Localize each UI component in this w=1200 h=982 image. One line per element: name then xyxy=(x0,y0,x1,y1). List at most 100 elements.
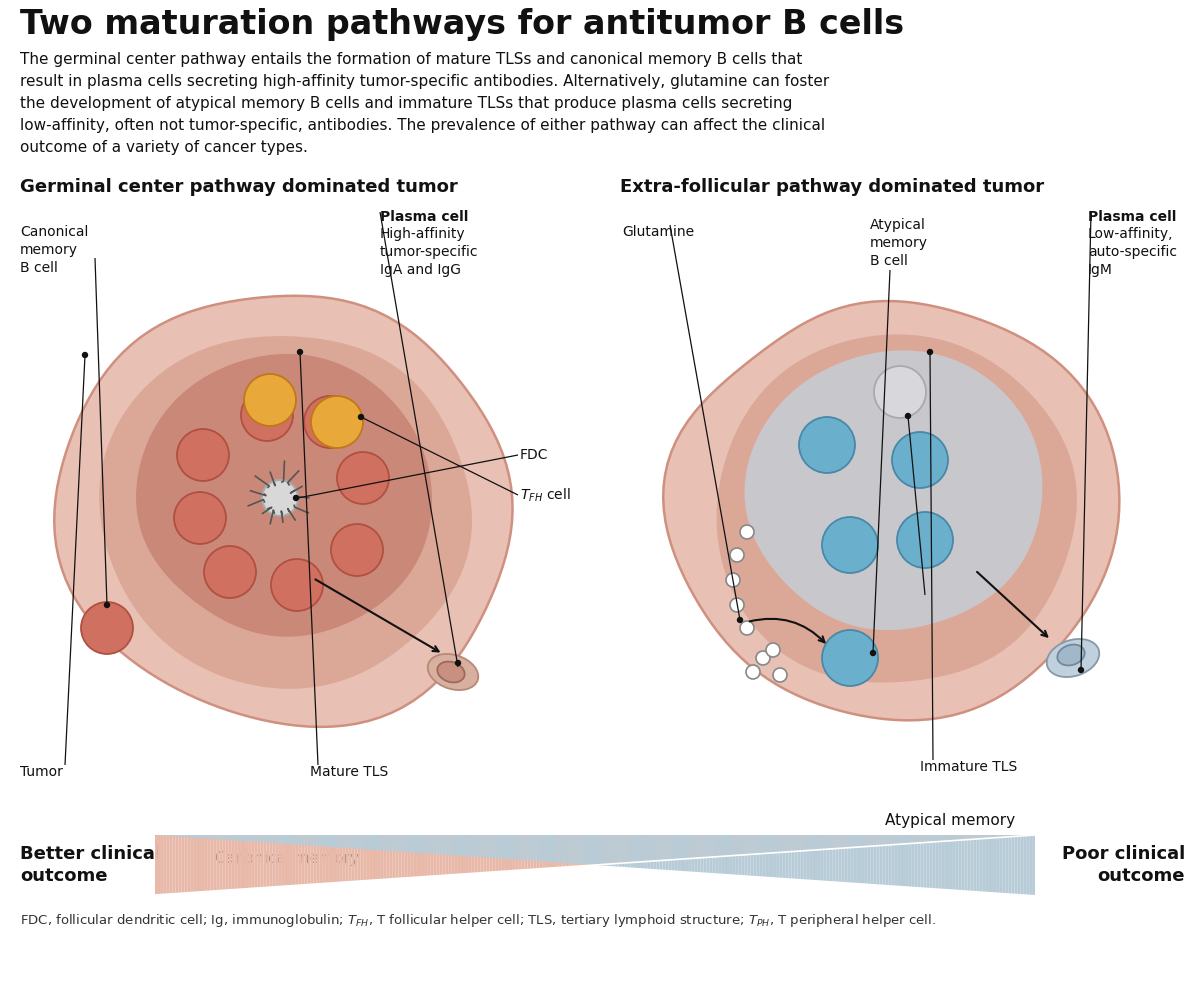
Polygon shape xyxy=(587,835,589,864)
Polygon shape xyxy=(466,835,469,874)
Circle shape xyxy=(822,517,878,573)
Text: Glutamine: Glutamine xyxy=(622,225,694,239)
Polygon shape xyxy=(214,835,217,891)
Polygon shape xyxy=(979,835,982,839)
Polygon shape xyxy=(1032,835,1034,895)
Polygon shape xyxy=(991,835,994,893)
Polygon shape xyxy=(390,835,392,879)
Polygon shape xyxy=(374,835,378,850)
Polygon shape xyxy=(827,835,829,849)
Polygon shape xyxy=(354,835,358,848)
Polygon shape xyxy=(232,835,234,841)
Polygon shape xyxy=(533,835,536,861)
Polygon shape xyxy=(782,835,786,852)
Circle shape xyxy=(262,480,298,516)
Polygon shape xyxy=(439,835,443,876)
Polygon shape xyxy=(780,835,782,878)
Text: The germinal center pathway entails the formation of mature TLSs and canonical m: The germinal center pathway entails the … xyxy=(20,52,803,67)
Polygon shape xyxy=(898,835,900,886)
Polygon shape xyxy=(613,835,616,864)
Polygon shape xyxy=(220,835,222,891)
Polygon shape xyxy=(750,835,754,876)
Polygon shape xyxy=(364,835,366,881)
Polygon shape xyxy=(565,835,569,867)
Polygon shape xyxy=(242,835,246,842)
Circle shape xyxy=(359,414,364,419)
Polygon shape xyxy=(1008,835,1012,837)
Circle shape xyxy=(298,350,302,355)
Polygon shape xyxy=(589,835,592,865)
Polygon shape xyxy=(407,835,410,878)
Polygon shape xyxy=(407,835,410,852)
Polygon shape xyxy=(569,835,571,863)
Polygon shape xyxy=(422,835,425,853)
Polygon shape xyxy=(266,835,269,888)
Polygon shape xyxy=(656,835,660,869)
Polygon shape xyxy=(703,835,707,873)
Polygon shape xyxy=(319,835,322,846)
Polygon shape xyxy=(809,835,812,880)
Polygon shape xyxy=(346,835,349,848)
Polygon shape xyxy=(396,835,398,851)
Polygon shape xyxy=(451,835,455,855)
Polygon shape xyxy=(581,835,583,864)
Polygon shape xyxy=(305,835,307,885)
Polygon shape xyxy=(803,835,806,850)
Polygon shape xyxy=(317,835,319,884)
Polygon shape xyxy=(222,835,226,891)
Polygon shape xyxy=(571,835,575,863)
Polygon shape xyxy=(709,835,713,857)
Polygon shape xyxy=(894,835,898,886)
Polygon shape xyxy=(136,354,432,636)
Text: Poor clinical
outcome: Poor clinical outcome xyxy=(1062,845,1186,885)
Polygon shape xyxy=(742,835,744,875)
Circle shape xyxy=(928,350,932,355)
Polygon shape xyxy=(715,835,718,857)
Polygon shape xyxy=(973,835,977,891)
Polygon shape xyxy=(343,835,346,848)
Polygon shape xyxy=(904,835,906,844)
Polygon shape xyxy=(559,835,563,863)
Polygon shape xyxy=(950,835,953,841)
Polygon shape xyxy=(695,835,697,858)
Polygon shape xyxy=(475,835,478,873)
Polygon shape xyxy=(636,835,640,868)
Polygon shape xyxy=(592,835,595,865)
Polygon shape xyxy=(701,835,703,858)
Polygon shape xyxy=(524,835,528,870)
Polygon shape xyxy=(762,835,766,877)
Polygon shape xyxy=(616,835,618,866)
Polygon shape xyxy=(337,835,340,847)
Polygon shape xyxy=(959,835,961,841)
Polygon shape xyxy=(906,835,908,844)
Polygon shape xyxy=(372,835,374,850)
Polygon shape xyxy=(311,835,313,885)
Polygon shape xyxy=(644,835,648,869)
Polygon shape xyxy=(744,835,748,854)
Circle shape xyxy=(740,525,754,539)
Polygon shape xyxy=(744,835,748,875)
Polygon shape xyxy=(874,835,876,846)
Polygon shape xyxy=(422,835,425,877)
Circle shape xyxy=(204,546,256,598)
Polygon shape xyxy=(733,835,736,855)
Polygon shape xyxy=(754,835,756,876)
Polygon shape xyxy=(697,835,701,872)
Text: Mature TLS: Mature TLS xyxy=(310,765,389,779)
Polygon shape xyxy=(1020,835,1024,895)
Polygon shape xyxy=(337,835,340,883)
Polygon shape xyxy=(498,835,502,872)
Polygon shape xyxy=(536,835,539,861)
Polygon shape xyxy=(275,835,278,844)
Polygon shape xyxy=(851,835,853,847)
Polygon shape xyxy=(624,835,628,863)
Polygon shape xyxy=(1012,835,1014,894)
Polygon shape xyxy=(671,835,674,860)
Polygon shape xyxy=(847,835,851,883)
Polygon shape xyxy=(766,835,768,853)
Polygon shape xyxy=(386,835,390,851)
Text: Immature TLS: Immature TLS xyxy=(920,760,1018,774)
Circle shape xyxy=(337,452,389,504)
Polygon shape xyxy=(392,835,396,851)
Polygon shape xyxy=(748,835,750,854)
